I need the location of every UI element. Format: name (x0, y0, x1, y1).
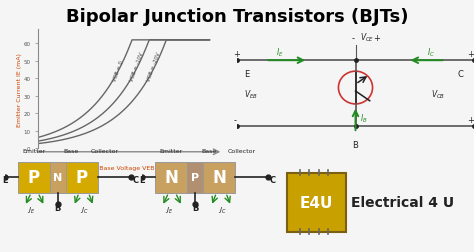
Text: P: P (76, 169, 88, 187)
Text: $J_C$: $J_C$ (80, 205, 89, 215)
Text: C: C (270, 176, 276, 185)
FancyBboxPatch shape (66, 163, 98, 193)
Text: VCB = -10V: VCB = -10V (129, 52, 145, 82)
Text: E: E (244, 70, 249, 79)
Text: $I_E$: $I_E$ (276, 46, 283, 59)
Text: B: B (192, 203, 199, 212)
FancyBboxPatch shape (50, 163, 66, 193)
Text: $V_{CE}$: $V_{CE}$ (360, 32, 374, 44)
Text: Base: Base (201, 148, 216, 153)
Text: C: C (457, 70, 463, 79)
Text: -: - (352, 34, 355, 43)
Y-axis label: Emitter Current IE (mA): Emitter Current IE (mA) (17, 53, 22, 126)
Text: E4U: E4U (300, 195, 333, 210)
Text: +: + (467, 50, 474, 59)
Text: P: P (28, 169, 40, 187)
Text: $V_{CB}$: $V_{CB}$ (431, 88, 446, 101)
Text: N: N (164, 169, 178, 187)
Text: B: B (353, 140, 358, 149)
Text: +: + (467, 115, 474, 124)
FancyBboxPatch shape (203, 163, 235, 193)
Text: -: - (233, 115, 237, 124)
Text: P: P (191, 173, 200, 183)
Text: N: N (212, 169, 226, 187)
FancyBboxPatch shape (287, 173, 346, 232)
Text: +: + (233, 50, 240, 59)
Text: $J_E$: $J_E$ (27, 205, 36, 215)
Text: +: + (373, 34, 380, 43)
Text: VCB = 0: VCB = 0 (112, 60, 125, 82)
Text: Emitter: Emitter (160, 148, 183, 153)
Text: VCB = -20V: VCB = -20V (146, 52, 162, 82)
Text: B: B (55, 203, 61, 212)
Text: Electrical 4 U: Electrical 4 U (351, 196, 454, 209)
Text: $V_{EB}$: $V_{EB}$ (244, 88, 258, 101)
Text: Collector: Collector (228, 148, 256, 153)
Text: N: N (53, 173, 63, 183)
Text: C: C (132, 176, 138, 185)
Text: Collector: Collector (90, 148, 118, 153)
Text: Emitter Base Voltage VEB (Volt): Emitter Base Voltage VEB (Volt) (74, 166, 173, 171)
Text: $I_B$: $I_B$ (360, 112, 368, 124)
FancyBboxPatch shape (187, 163, 203, 193)
Text: E: E (2, 176, 8, 185)
Text: $J_E$: $J_E$ (164, 205, 173, 215)
Text: $I_C$: $I_C$ (428, 46, 435, 59)
Text: Base: Base (64, 148, 79, 153)
Text: Emitter: Emitter (22, 148, 46, 153)
Text: $J_C$: $J_C$ (218, 205, 226, 215)
Text: Bipolar Junction Transistors (BJTs): Bipolar Junction Transistors (BJTs) (66, 8, 408, 25)
Text: E: E (139, 176, 145, 185)
FancyBboxPatch shape (155, 163, 187, 193)
FancyBboxPatch shape (18, 163, 50, 193)
